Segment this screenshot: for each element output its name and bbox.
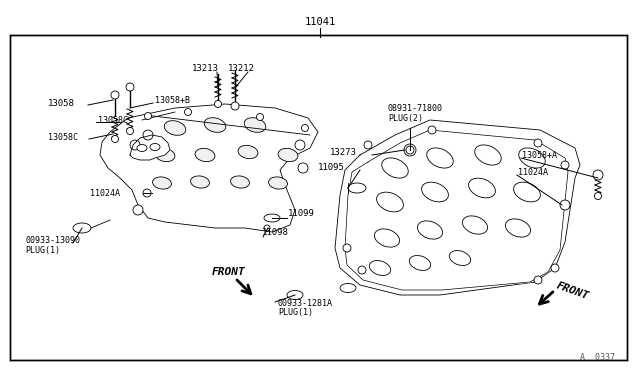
Ellipse shape (269, 177, 287, 189)
Text: 13212: 13212 (228, 64, 255, 73)
Ellipse shape (244, 118, 266, 132)
Circle shape (301, 125, 308, 131)
Text: A  0337: A 0337 (580, 353, 615, 362)
Text: 13058C: 13058C (98, 115, 128, 125)
Ellipse shape (238, 145, 258, 158)
Ellipse shape (410, 256, 431, 270)
Circle shape (145, 112, 152, 119)
Circle shape (560, 200, 570, 210)
Circle shape (257, 113, 264, 121)
Ellipse shape (340, 283, 356, 292)
Circle shape (264, 225, 270, 231)
Text: 11095: 11095 (318, 163, 345, 171)
Ellipse shape (374, 229, 399, 247)
Text: 00933-1281A: 00933-1281A (278, 298, 333, 308)
Circle shape (534, 276, 542, 284)
Text: PLUG(2): PLUG(2) (388, 113, 423, 122)
Circle shape (126, 83, 134, 91)
Text: 11024A: 11024A (90, 189, 120, 198)
Text: 13058+A: 13058+A (522, 151, 557, 160)
Ellipse shape (73, 223, 91, 233)
Text: 13273: 13273 (330, 148, 357, 157)
Circle shape (595, 192, 602, 199)
Circle shape (428, 126, 436, 134)
Circle shape (298, 163, 308, 173)
Text: 13058: 13058 (48, 99, 75, 108)
Text: FRONT: FRONT (556, 280, 591, 301)
Circle shape (111, 91, 119, 99)
Ellipse shape (369, 260, 390, 276)
Ellipse shape (278, 148, 298, 161)
Ellipse shape (191, 176, 209, 188)
Ellipse shape (381, 158, 408, 178)
Ellipse shape (204, 118, 226, 132)
Text: 11024A: 11024A (518, 167, 548, 176)
Ellipse shape (468, 178, 495, 198)
Polygon shape (100, 104, 318, 232)
Polygon shape (335, 120, 580, 295)
Circle shape (561, 161, 569, 169)
Circle shape (358, 266, 366, 274)
Circle shape (551, 264, 559, 272)
Text: 13058C: 13058C (48, 132, 78, 141)
Ellipse shape (427, 148, 453, 168)
Circle shape (295, 140, 305, 150)
Text: FRONT: FRONT (212, 267, 246, 277)
Circle shape (593, 170, 603, 180)
Ellipse shape (152, 177, 172, 189)
Bar (10, 35, 627, 360)
Circle shape (184, 109, 191, 115)
Polygon shape (130, 135, 170, 160)
Text: PLUG(1): PLUG(1) (278, 308, 313, 317)
Ellipse shape (519, 148, 545, 168)
Circle shape (143, 189, 151, 197)
Circle shape (127, 128, 134, 135)
Ellipse shape (164, 121, 186, 135)
Text: 13213: 13213 (192, 64, 219, 73)
Text: 11041: 11041 (305, 17, 335, 27)
Circle shape (406, 146, 414, 154)
Ellipse shape (155, 148, 175, 161)
Circle shape (404, 144, 416, 156)
Circle shape (130, 140, 140, 150)
Ellipse shape (417, 221, 442, 239)
Circle shape (534, 139, 542, 147)
Text: PLUG(1): PLUG(1) (25, 246, 60, 254)
Ellipse shape (348, 183, 366, 193)
Ellipse shape (463, 216, 488, 234)
Circle shape (133, 205, 143, 215)
Ellipse shape (195, 148, 215, 161)
Text: 11098: 11098 (262, 228, 289, 237)
Circle shape (364, 141, 372, 149)
Circle shape (214, 100, 221, 108)
Text: 08931-71800: 08931-71800 (388, 103, 443, 112)
Ellipse shape (449, 250, 470, 266)
Ellipse shape (264, 214, 280, 222)
Text: 00933-13090: 00933-13090 (25, 235, 80, 244)
Ellipse shape (287, 291, 303, 299)
Circle shape (343, 244, 351, 252)
Ellipse shape (506, 219, 531, 237)
Ellipse shape (137, 144, 147, 151)
Ellipse shape (230, 176, 250, 188)
Ellipse shape (422, 182, 449, 202)
Ellipse shape (513, 182, 540, 202)
Ellipse shape (376, 192, 403, 212)
Ellipse shape (150, 144, 160, 151)
Circle shape (231, 102, 239, 110)
Ellipse shape (475, 145, 501, 165)
Circle shape (143, 130, 153, 140)
Circle shape (111, 135, 118, 142)
Text: 11099: 11099 (288, 208, 315, 218)
Polygon shape (345, 130, 568, 290)
Text: 13058+B: 13058+B (155, 96, 190, 105)
